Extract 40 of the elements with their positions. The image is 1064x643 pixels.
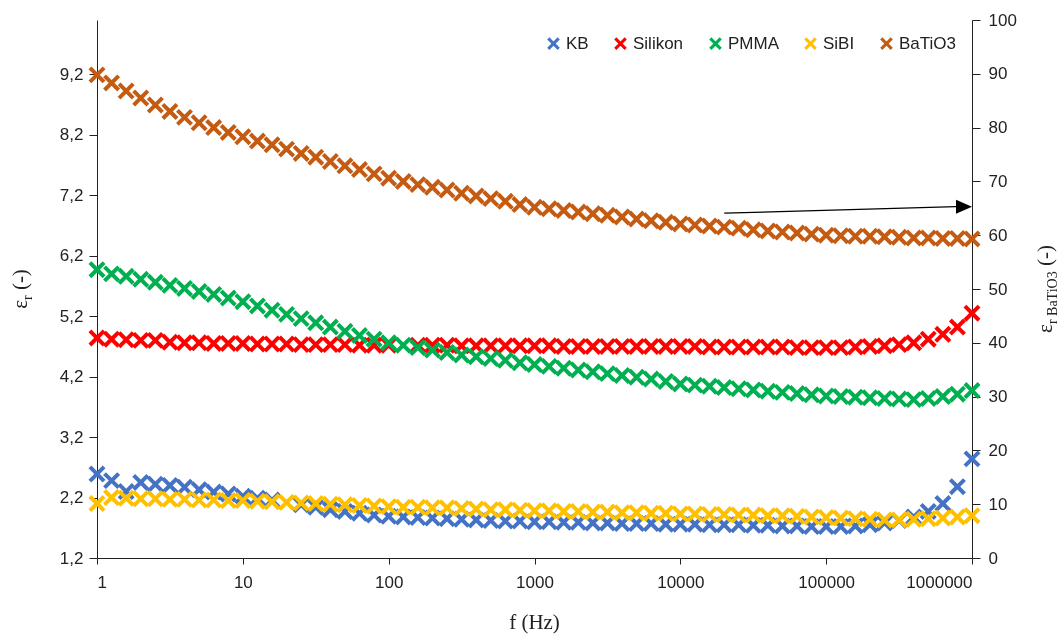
x-tick-label: 1000 xyxy=(516,572,554,592)
y2-tick-label: 70 xyxy=(988,171,1008,191)
y2-tick-label: 50 xyxy=(988,279,1008,299)
point xyxy=(962,449,982,468)
y2-tick-label: 20 xyxy=(988,440,1008,460)
y2-tick-label: 0 xyxy=(988,548,998,568)
y-tick-label: 3,2 xyxy=(59,427,84,447)
x-tick-label: 100 xyxy=(374,572,404,592)
y2-tick-label: 10 xyxy=(988,494,1008,514)
y-tick-label: 6,2 xyxy=(59,246,84,266)
point xyxy=(948,477,967,496)
y2-tick-label: 100 xyxy=(988,10,1017,30)
x-tick-label: 10000 xyxy=(657,572,705,592)
x-tick-label: 1000000 xyxy=(906,572,973,592)
x-axis-title: f (Hz) xyxy=(509,610,560,635)
legend-label: PMMA xyxy=(728,33,780,53)
y2-tick-label: 60 xyxy=(988,225,1008,245)
point xyxy=(962,304,982,323)
legend-label: SiBI xyxy=(823,33,855,53)
x-tick-label: 100000 xyxy=(798,572,856,592)
y-tick-label: 4,2 xyxy=(59,367,84,387)
y-tick-label: 9,2 xyxy=(59,64,84,84)
y2-tick-label: 30 xyxy=(988,387,1008,407)
legend-label: Silikon xyxy=(633,33,684,53)
y-tick-label: 5,2 xyxy=(59,306,84,326)
point xyxy=(102,471,121,490)
y-tick-label: 7,2 xyxy=(59,185,84,205)
y-tick-label: 1,2 xyxy=(59,548,84,568)
point xyxy=(87,464,107,484)
y2-tick-label: 90 xyxy=(988,64,1008,84)
legend-label: KB xyxy=(566,33,589,53)
y2-tick-label: 80 xyxy=(988,118,1008,138)
y-tick-label: 8,2 xyxy=(59,125,84,145)
x-tick-label: 10 xyxy=(233,572,253,592)
point xyxy=(948,318,967,337)
y2-tick-label: 40 xyxy=(988,333,1008,353)
legend-label: BaTiO3 xyxy=(899,33,957,53)
point xyxy=(933,494,952,513)
x-tick-label: 1 xyxy=(97,572,107,592)
y-tick-label: 2,2 xyxy=(59,488,84,508)
